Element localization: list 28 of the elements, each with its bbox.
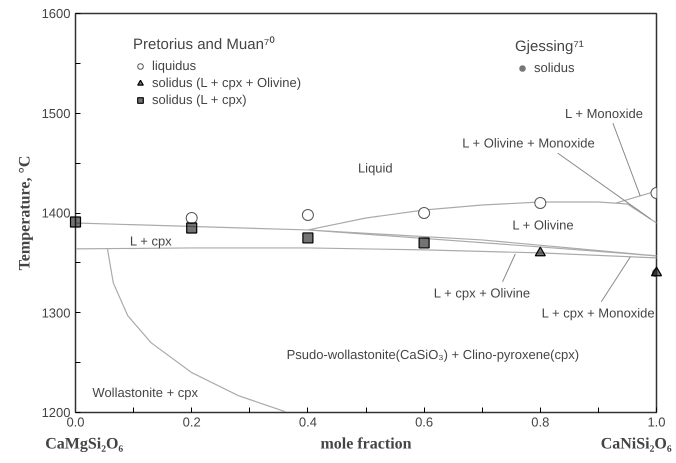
annotation: Psudo-wollastonite(CaSiO₃) + Clino-pyroxene(cpx) xyxy=(286,347,580,362)
x-axis-title: mole fraction xyxy=(320,436,412,452)
legend-label: solidus (L + cpx + Olivine) xyxy=(152,75,302,90)
x-tick-label: 0.4 xyxy=(298,414,317,430)
annotation: L + cpx + Monoxide xyxy=(542,305,655,320)
legend-title: Pretorius and Muan⁷⁰ xyxy=(133,35,276,53)
annotation: L + Olivine + Monoxide xyxy=(462,136,595,151)
x-tick-label: 1.0 xyxy=(647,414,666,430)
annotation: Wollastonite + cpx xyxy=(92,385,199,400)
x-tick-label: 0.6 xyxy=(415,414,434,430)
annotation: L + cpx + Olivine xyxy=(434,285,530,300)
annotation: Liquid xyxy=(358,160,393,176)
y-axis-title: Temperature, °C xyxy=(16,156,34,270)
y-tick-label: 1500 xyxy=(42,106,70,121)
text: CaNiSi₂O₆ xyxy=(600,436,672,452)
x-tick-label: 0.2 xyxy=(182,414,201,430)
x-tick-label: 0.8 xyxy=(531,414,550,430)
y-tick-label: 1300 xyxy=(42,305,70,320)
annotation: L + cpx xyxy=(130,233,172,248)
legend-label: liquidus xyxy=(152,58,196,73)
y-tick-label: 1400 xyxy=(42,206,70,220)
legend-label: solidus (L + cpx) xyxy=(152,92,247,107)
annotation: L + Olivine xyxy=(512,217,574,232)
text: CaMgSi₂O₆ xyxy=(45,436,124,452)
annotation: L + Monoxide xyxy=(565,106,643,121)
legend-label: solidus xyxy=(534,60,574,75)
annotation: Gjessing⁷¹ xyxy=(515,38,584,55)
y-tick-label: 1600 xyxy=(42,6,70,21)
